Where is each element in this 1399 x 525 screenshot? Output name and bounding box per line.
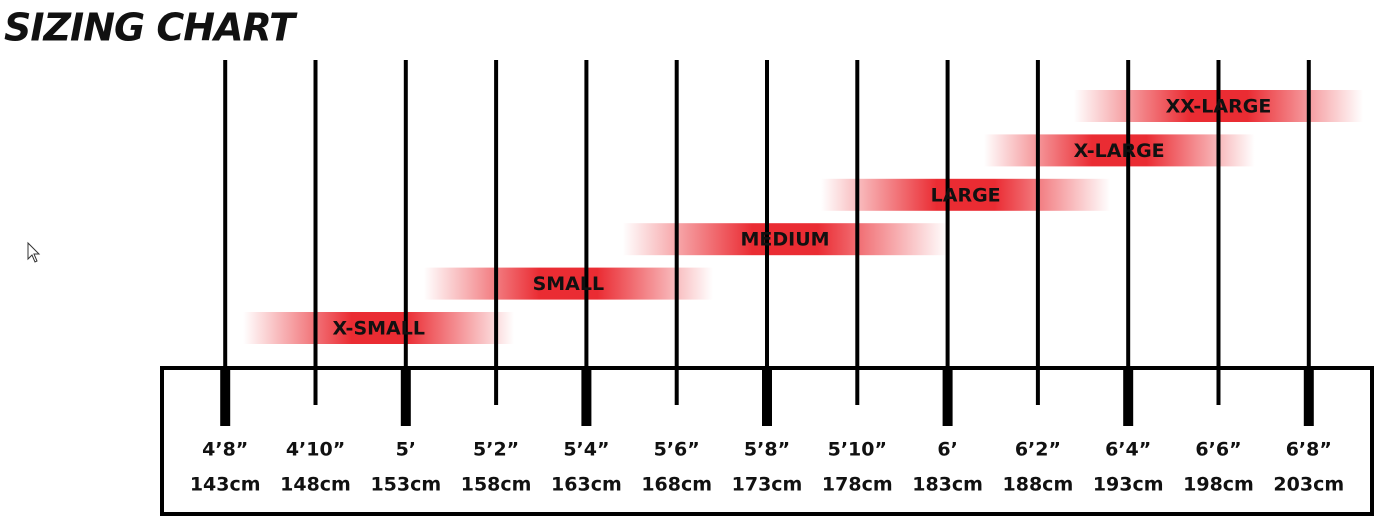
x2-tick-label: 183cm bbox=[912, 474, 983, 496]
x-tick-label: 4’8” bbox=[202, 439, 248, 461]
major-tick bbox=[220, 370, 231, 426]
size-label: SMALL bbox=[533, 273, 605, 295]
x2-tick-label: 148cm bbox=[280, 474, 351, 496]
size-label: X-LARGE bbox=[1074, 140, 1165, 162]
size-label: XX-LARGE bbox=[1166, 96, 1272, 118]
x-tick-label: 6’ bbox=[937, 439, 957, 461]
x2-tick-label: 173cm bbox=[732, 474, 803, 496]
major-tick bbox=[1123, 370, 1134, 426]
x-tick-label: 5’8” bbox=[744, 439, 790, 461]
size-label: MEDIUM bbox=[741, 229, 830, 251]
x-tick-label: 5’ bbox=[396, 439, 416, 461]
cursor bbox=[27, 241, 41, 263]
x-tick-label: 5’6” bbox=[654, 439, 700, 461]
x2-tick-label: 143cm bbox=[190, 474, 261, 496]
size-bar bbox=[243, 312, 515, 344]
x-tick-label: 6’8” bbox=[1286, 439, 1332, 461]
x-tick-label: 6’2” bbox=[1015, 439, 1061, 461]
major-tick bbox=[762, 370, 772, 426]
major-tick bbox=[581, 370, 592, 426]
x2-tick-label: 198cm bbox=[1183, 474, 1254, 496]
major-tick bbox=[942, 370, 953, 426]
x-tick-label: 4’10” bbox=[286, 439, 345, 461]
x-tick-label: 6’6” bbox=[1195, 439, 1241, 461]
size-bar bbox=[423, 267, 713, 300]
x2-tick-label: 178cm bbox=[822, 474, 893, 496]
size-bar bbox=[821, 178, 1111, 211]
x2-tick-label: 163cm bbox=[551, 474, 622, 496]
size-label: LARGE bbox=[931, 184, 1001, 206]
x2-tick-label: 153cm bbox=[370, 474, 441, 496]
x2-tick-label: 193cm bbox=[1093, 474, 1164, 496]
x-tick-label: 5’10” bbox=[828, 439, 887, 461]
x2-tick-label: 203cm bbox=[1273, 474, 1344, 496]
size-label: X-SMALL bbox=[332, 318, 425, 340]
x-tick-label: 5’2” bbox=[473, 439, 519, 461]
chart-title: SIZING CHART bbox=[4, 6, 298, 50]
x2-tick-label: 168cm bbox=[641, 474, 712, 496]
major-tick bbox=[400, 370, 411, 426]
x-tick-label: 5’4” bbox=[563, 439, 609, 461]
x2-tick-label: 188cm bbox=[1003, 474, 1074, 496]
x-tick-label: 6’4” bbox=[1105, 439, 1151, 461]
major-tick bbox=[1303, 370, 1314, 426]
x2-tick-label: 158cm bbox=[461, 474, 532, 496]
size-bar bbox=[983, 134, 1255, 167]
